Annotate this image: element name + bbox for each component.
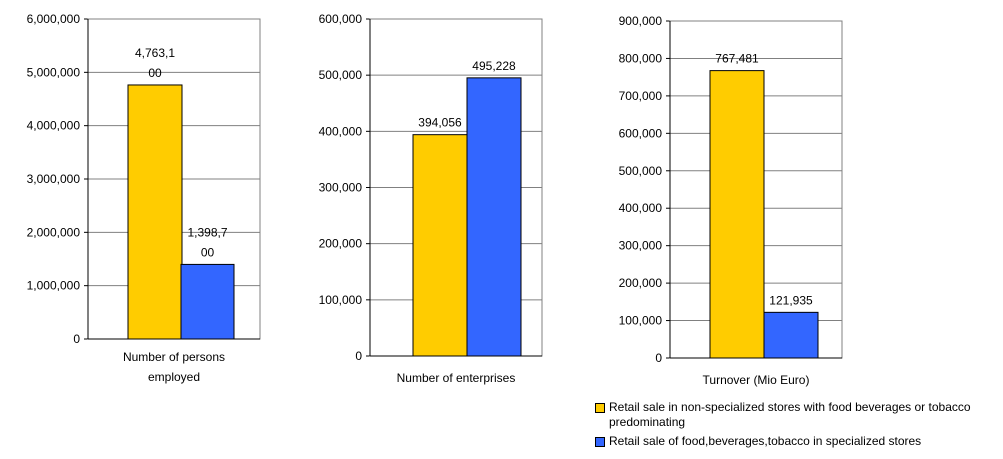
bar-non-specialized: [127, 84, 183, 340]
y-tick-label: 600,000: [619, 126, 663, 140]
data-label-non-specialized: 00: [148, 66, 162, 80]
category-label: Number of enterprises: [397, 371, 516, 385]
y-tick-label: 400,000: [319, 124, 363, 138]
bar-specialized: [763, 311, 819, 359]
data-label-non-specialized: 767,481: [715, 52, 759, 66]
y-tick-label: 800,000: [619, 51, 663, 65]
data-label-specialized: 1,398,7: [187, 225, 227, 239]
y-tick-label: 0: [355, 349, 362, 363]
y-tick-label: 300,000: [619, 239, 663, 253]
data-label-non-specialized: 394,056: [418, 116, 462, 130]
y-tick-label: 700,000: [619, 89, 663, 103]
data-label-specialized: 121,935: [769, 293, 813, 307]
data-label-specialized: 495,228: [472, 59, 516, 73]
legend: Retail sale in non-specialized stores wi…: [595, 400, 1000, 453]
legend-label-non-specialized: Retail sale in non-specialized stores wi…: [609, 400, 971, 429]
legend-swatch-non-specialized: [595, 403, 605, 413]
legend-item-specialized: Retail sale of food,beverages,tobacco in…: [595, 434, 1000, 449]
legend-swatch-specialized: [595, 437, 605, 447]
y-tick-label: 5,000,000: [27, 65, 81, 79]
bar-specialized: [466, 77, 522, 357]
data-label-non-specialized: 4,763,1: [135, 46, 175, 60]
y-tick-label: 0: [73, 332, 80, 346]
bar-specialized: [180, 263, 235, 340]
y-tick-label: 1,000,000: [27, 279, 81, 293]
y-tick-label: 400,000: [619, 201, 663, 215]
data-label-specialized: 00: [201, 245, 215, 259]
category-label: employed: [148, 370, 200, 384]
legend-label-specialized: Retail sale of food,beverages,tobacco in…: [609, 434, 922, 448]
y-tick-label: 100,000: [319, 293, 363, 307]
y-tick-label: 4,000,000: [27, 119, 81, 133]
y-tick-label: 0: [655, 351, 662, 365]
y-tick-label: 600,000: [319, 12, 363, 26]
y-tick-label: 3,000,000: [27, 172, 81, 186]
y-tick-label: 200,000: [619, 276, 663, 290]
bar-non-specialized: [709, 70, 765, 359]
y-tick-label: 100,000: [619, 314, 663, 328]
y-tick-label: 900,000: [619, 14, 663, 28]
y-tick-label: 500,000: [619, 164, 663, 178]
y-tick-label: 6,000,000: [27, 12, 81, 26]
legend-item-non-specialized: Retail sale in non-specialized stores wi…: [595, 400, 1000, 430]
y-tick-label: 200,000: [319, 237, 363, 251]
y-tick-label: 2,000,000: [27, 225, 81, 239]
category-label: Number of persons: [123, 350, 225, 364]
y-tick-label: 500,000: [319, 68, 363, 82]
bar-non-specialized: [412, 134, 468, 357]
y-tick-label: 300,000: [319, 181, 363, 195]
category-label: Turnover (Mio Euro): [703, 373, 810, 387]
